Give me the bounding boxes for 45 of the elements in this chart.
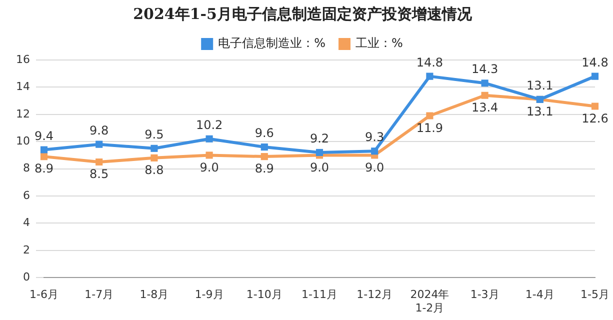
y-tick-label: 16 bbox=[16, 52, 30, 66]
data-label: 9.5 bbox=[144, 128, 164, 142]
chart-title: 2024年1-5月电子信息制造固定资产投资增速情况 bbox=[133, 4, 473, 23]
data-label: 9.8 bbox=[90, 123, 109, 138]
data-label: 13.1 bbox=[526, 104, 554, 119]
data-label: 10.2 bbox=[196, 118, 223, 132]
y-tick-label: 10 bbox=[16, 134, 30, 148]
data-label: 12.6 bbox=[582, 111, 608, 126]
x-tick-label: 1-4月 bbox=[525, 288, 554, 302]
data-label: 14.3 bbox=[471, 62, 498, 76]
data-label: 13.1 bbox=[526, 78, 554, 93]
y-tick-label: 8 bbox=[22, 162, 30, 175]
data-label: 9.3 bbox=[365, 130, 384, 144]
x-tick-label: 1-5月 bbox=[580, 288, 610, 302]
data-label: 9.2 bbox=[310, 132, 330, 146]
x-tick-label: 1-7月 bbox=[84, 288, 114, 302]
data-label: 9.0 bbox=[200, 160, 219, 174]
x-tick-label: 1-10月 bbox=[246, 288, 282, 302]
y-tick-label: 6 bbox=[22, 188, 30, 202]
y-tick-label: 0 bbox=[22, 270, 30, 284]
data-label: 8.9 bbox=[34, 162, 54, 176]
x-tick-label: 1-9月 bbox=[194, 288, 224, 302]
x-tick-label: 1-12月 bbox=[356, 288, 393, 302]
data-label: 9.6 bbox=[254, 126, 274, 140]
legend-label: 电子信息制造业：% bbox=[218, 36, 326, 50]
data-label: 13.4 bbox=[471, 100, 498, 114]
x-tick-label: 1-3月 bbox=[470, 288, 500, 302]
data-label: 8.9 bbox=[254, 162, 274, 176]
x-tick-label: 2024年 1-2月 bbox=[410, 288, 450, 314]
x-tick-label: 1-11月 bbox=[302, 288, 338, 302]
y-tick-label: 12 bbox=[16, 107, 30, 120]
y-tick-label: 2 bbox=[22, 243, 30, 256]
data-label: 8.8 bbox=[144, 163, 164, 178]
data-label: 9.0 bbox=[365, 160, 384, 174]
data-label: 14.8 bbox=[416, 55, 444, 70]
x-tick-label: 1-8月 bbox=[140, 288, 169, 302]
legend-label: 工业：% bbox=[356, 36, 403, 50]
data-label: 14.8 bbox=[582, 55, 608, 70]
y-tick-label: 4 bbox=[22, 216, 30, 230]
data-label: 9.0 bbox=[310, 160, 330, 174]
x-tick-label: 1-6月 bbox=[30, 288, 58, 302]
data-label: 9.4 bbox=[34, 128, 54, 143]
data-label: 8.5 bbox=[90, 167, 109, 182]
y-tick-label: 14 bbox=[16, 80, 30, 94]
data-label: 11.9 bbox=[416, 120, 444, 135]
